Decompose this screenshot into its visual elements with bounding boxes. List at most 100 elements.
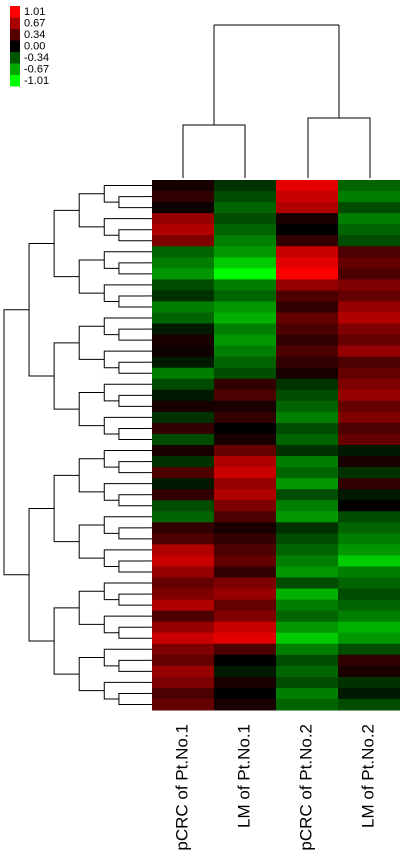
heatmap-cell (338, 456, 400, 468)
dendrogram-branch (118, 427, 146, 440)
heatmap-cell (338, 191, 400, 203)
heatmap-cell (214, 445, 277, 457)
dendrogram-branch (118, 394, 146, 407)
heatmap-cell (214, 621, 277, 634)
heatmap-cell (276, 555, 339, 567)
dendrogram-branch (118, 461, 146, 474)
heatmap-cell (152, 599, 215, 612)
dendrogram-branch (28, 242, 55, 377)
heatmap-cell (338, 224, 400, 236)
heatmap-cell (214, 213, 277, 225)
heatmap-cell (276, 599, 339, 612)
dendrogram-branch (78, 392, 105, 427)
dendrogram-branch (118, 626, 146, 639)
heatmap-cell (276, 577, 339, 590)
heatmap-cell (152, 301, 215, 313)
heatmap-cell (214, 378, 277, 391)
heatmap-cell (152, 400, 215, 413)
heatmap-cell (152, 246, 215, 258)
heatmap-cell (152, 445, 215, 457)
heatmap-cell (214, 500, 277, 512)
heatmap-cell (214, 511, 277, 523)
legend-label: 0.67 (24, 17, 45, 29)
heatmap-cell (214, 654, 277, 667)
heatmap-cell (276, 301, 339, 313)
heatmap-cell (276, 544, 339, 556)
dendrogram-branch (103, 185, 146, 203)
heatmap-cell (276, 422, 339, 435)
heatmap-cell (152, 235, 215, 247)
heatmap-cell (152, 588, 215, 601)
heatmap-cell (276, 224, 339, 236)
heatmap-cell (152, 290, 215, 302)
heatmap-cell (152, 323, 215, 336)
legend-label: -1.01 (24, 75, 49, 87)
heatmap-cell (338, 445, 400, 457)
heatmap-cell (152, 566, 215, 578)
column-label: LM of Pt.No.1 (234, 724, 253, 828)
dendrogram-branch (78, 458, 105, 493)
dendrogram-branch (118, 361, 146, 374)
dendrogram-branch (78, 259, 105, 294)
heatmap-cell (152, 191, 215, 203)
heatmap-cell (338, 489, 400, 501)
heatmap-cell (152, 654, 215, 667)
dendrogram-branch (103, 350, 146, 369)
heatmap-cell (276, 213, 339, 225)
dendrogram-branch (118, 560, 146, 573)
dendrogram-branch (103, 483, 146, 501)
heatmap-cell (338, 334, 400, 347)
heatmap-cell (276, 235, 339, 247)
heatmap-cell (152, 500, 215, 512)
heatmap-cell (152, 180, 215, 192)
heatmap-cell (276, 191, 339, 203)
heatmap-cell (276, 676, 339, 689)
heatmap-cell (152, 202, 215, 214)
heatmap-cell (152, 279, 215, 291)
heatmap-cell (152, 621, 215, 634)
heatmap-cell (214, 433, 277, 446)
dendrogram-branch (78, 590, 105, 625)
heatmap-cell (152, 224, 215, 236)
heatmap-cell (276, 367, 339, 380)
dendrogram-branch (53, 342, 80, 410)
heatmap-cell (276, 687, 339, 700)
heatmap-cell (152, 389, 215, 402)
dendrogram-branch (118, 593, 146, 606)
legend-swatch (10, 40, 20, 52)
heatmap-cell (276, 500, 339, 512)
dendrogram-branch (213, 25, 340, 125)
heatmap-cell (338, 411, 400, 424)
heatmap-cell (152, 411, 215, 424)
legend-label: -0.34 (24, 52, 49, 64)
heatmap-cell (214, 489, 277, 501)
dendrogram-branch (103, 549, 146, 567)
heatmap-cell (152, 268, 215, 280)
heatmap-cell (276, 654, 339, 667)
heatmap-cell (338, 566, 400, 578)
heatmap-cell (214, 456, 277, 468)
heatmap-cell (152, 544, 215, 556)
heatmap-cell (214, 202, 277, 214)
heatmap-cell (214, 180, 277, 192)
dendrogram-branch (118, 262, 146, 275)
heatmap-cell (338, 389, 400, 402)
heatmap-cell (338, 577, 400, 590)
dendrogram-branch (103, 648, 146, 667)
heatmap-cell (276, 632, 339, 645)
heatmap-cell (338, 467, 400, 479)
heatmap-cell (214, 312, 277, 325)
heatmap-cell (338, 665, 400, 678)
dendrogram-branch (118, 527, 146, 540)
heatmap-cell (338, 213, 400, 225)
heatmap-cell (214, 588, 277, 601)
heatmap-cell (276, 279, 339, 291)
heatmap-cell (276, 246, 339, 258)
heatmap-cell (152, 478, 215, 490)
dendrogram-branch (103, 416, 146, 435)
heatmap-cell (338, 367, 400, 380)
heatmap-cell (338, 301, 400, 313)
heatmap-cell (152, 367, 215, 380)
heatmap-cell (214, 411, 277, 424)
legend-swatch (10, 63, 20, 75)
